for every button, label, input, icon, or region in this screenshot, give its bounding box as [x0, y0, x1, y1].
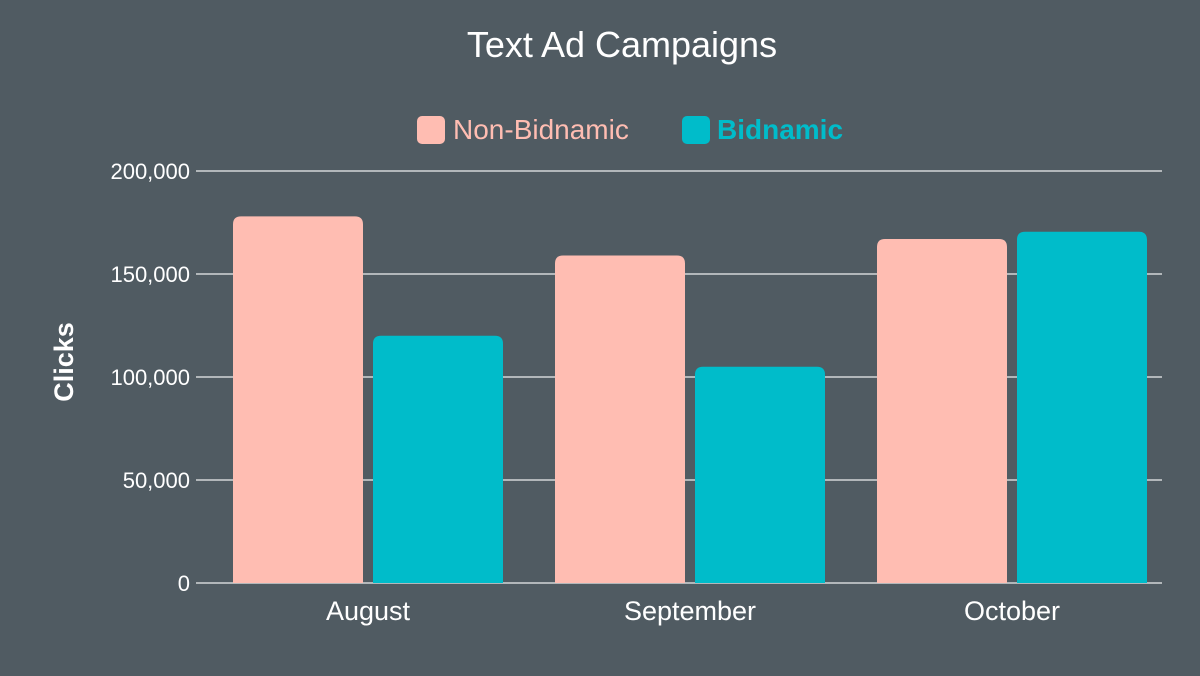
y-tick-label: 150,000	[110, 262, 190, 287]
bar-non-bidnamic-august	[233, 216, 363, 583]
legend-label-non-bidnamic: Non-Bidnamic	[453, 114, 629, 145]
legend-label-bidnamic: Bidnamic	[717, 114, 843, 145]
x-tick-label: August	[326, 596, 411, 626]
legend-swatch-bidnamic	[682, 116, 710, 144]
y-axis-ticks: 0 50,000 100,000 150,000 200,000	[110, 159, 190, 596]
x-tick-label: October	[964, 596, 1060, 626]
bar-bidnamic-september	[695, 366, 825, 583]
chart-title: Text Ad Campaigns	[467, 24, 777, 65]
bars	[233, 216, 1147, 584]
x-tick-label: September	[624, 596, 756, 626]
bar-non-bidnamic-september	[555, 255, 685, 583]
y-tick-label: 0	[178, 571, 190, 596]
bar-non-bidnamic-october	[877, 238, 1007, 584]
legend: Non-Bidnamic Bidnamic	[417, 114, 843, 145]
y-tick-label: 100,000	[110, 365, 190, 390]
y-axis-label: Clicks	[49, 322, 79, 402]
legend-swatch-non-bidnamic	[417, 116, 445, 144]
bar-bidnamic-october	[1017, 231, 1147, 583]
bar-bidnamic-august	[373, 335, 503, 583]
y-tick-label: 200,000	[110, 159, 190, 184]
y-tick-label: 50,000	[123, 468, 190, 493]
x-axis-labels: August September October	[326, 596, 1060, 626]
